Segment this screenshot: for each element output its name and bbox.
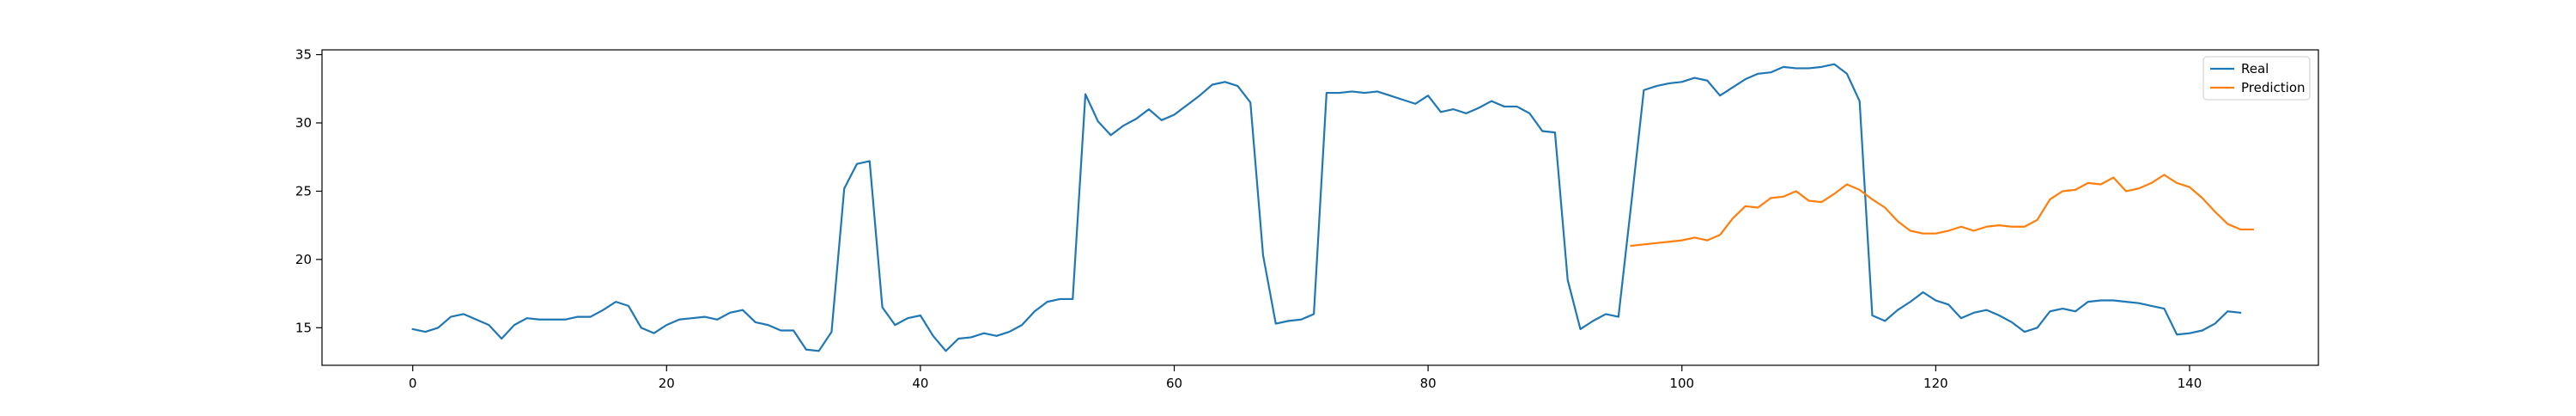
x-tick-label: 80 <box>1420 376 1437 391</box>
y-axis: 15 20 25 30 35 <box>295 47 322 335</box>
series-layer <box>411 63 2254 352</box>
x-tick-label: 0 <box>409 376 417 391</box>
legend: Real Prediction <box>2202 56 2311 101</box>
y-tick-label: 15 <box>295 320 312 335</box>
x-tick-label: 120 <box>1923 376 1948 391</box>
series-line-real <box>411 63 2242 352</box>
y-tick-label: 20 <box>295 252 312 267</box>
legend-label-prediction: Prediction <box>2241 80 2306 95</box>
x-axis: 0 20 40 60 80 100 120 140 <box>409 365 2202 391</box>
legend-label-real: Real <box>2241 61 2269 76</box>
x-tick-label: 60 <box>1166 376 1182 391</box>
plot-frame <box>321 49 2319 366</box>
x-tick-label: 100 <box>1669 376 1694 391</box>
x-tick-label: 20 <box>659 376 675 391</box>
series-line-prediction <box>1630 174 2254 248</box>
x-tick-label: 140 <box>2178 376 2202 391</box>
legend-box <box>2202 56 2311 101</box>
y-tick-label: 30 <box>295 115 312 131</box>
x-tick-label: 40 <box>912 376 928 391</box>
y-tick-label: 35 <box>295 47 312 63</box>
y-tick-label: 25 <box>295 183 312 199</box>
